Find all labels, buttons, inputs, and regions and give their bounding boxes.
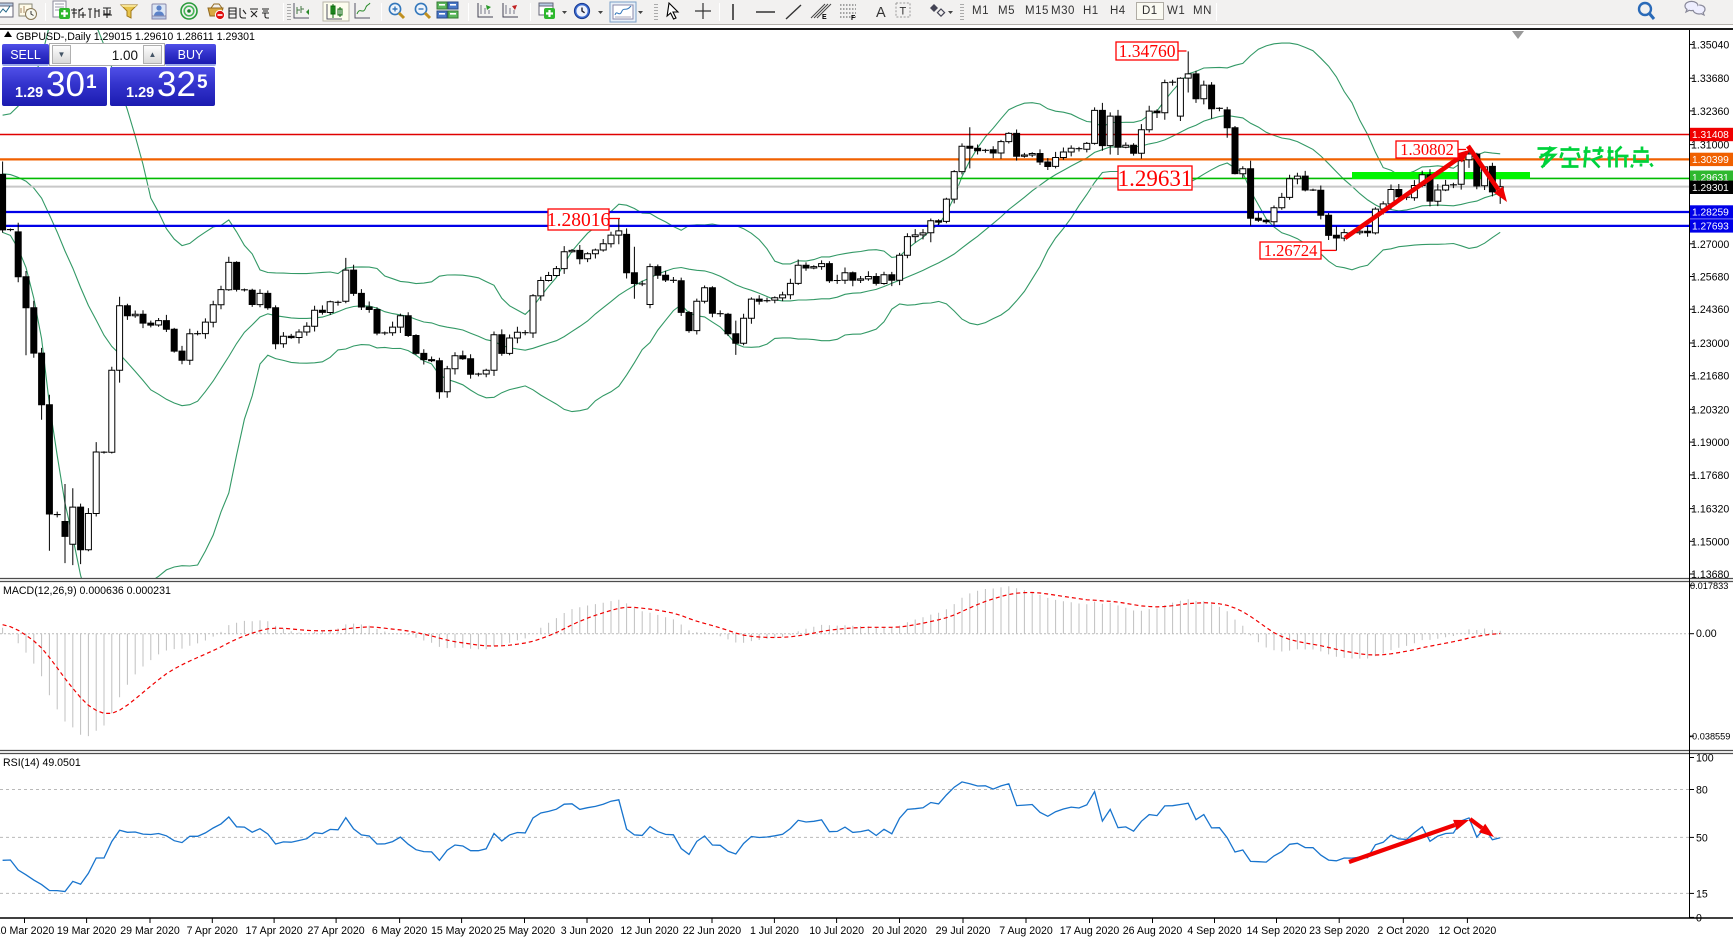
svg-text:1.33680: 1.33680 [1691,73,1729,85]
svg-text:1.21680: 1.21680 [1691,371,1729,383]
svg-text:T: T [900,6,907,18]
svg-text:1.25680: 1.25680 [1691,272,1729,284]
svg-text:F: F [851,15,856,22]
svg-text:1.29631: 1.29631 [1692,173,1729,184]
svg-text:14 Sep 2020: 14 Sep 2020 [1246,925,1306,937]
svg-text:1.35040: 1.35040 [1691,39,1729,51]
svg-text:29 Jul 2020: 29 Jul 2020 [936,925,991,937]
svg-text:1.13680: 1.13680 [1691,569,1729,581]
svg-text:7 Aug 2020: 7 Aug 2020 [999,925,1053,937]
svg-text:0: 0 [1696,912,1702,924]
svg-text:50: 50 [1696,832,1708,844]
svg-text:10 Mar 2020: 10 Mar 2020 [0,925,54,937]
svg-text:1.26724: 1.26724 [1264,241,1318,260]
svg-text:1.34760: 1.34760 [1119,41,1176,61]
svg-text:23 Sep 2020: 23 Sep 2020 [1309,925,1369,937]
svg-text:100: 100 [1696,753,1714,765]
svg-text:7 Apr 2020: 7 Apr 2020 [187,925,238,937]
svg-text:1.29631: 1.29631 [1118,166,1193,191]
svg-text:10 Jul 2020: 10 Jul 2020 [809,925,864,937]
svg-text:20 Jul 2020: 20 Jul 2020 [872,925,927,937]
svg-text:4 Sep 2020: 4 Sep 2020 [1187,925,1241,937]
svg-text:0.00: 0.00 [1696,628,1717,640]
svg-text:1.31000: 1.31000 [1691,140,1729,152]
svg-text:1.24360: 1.24360 [1691,304,1729,316]
svg-text:1.29301: 1.29301 [1692,183,1729,194]
svg-text:-0.038559: -0.038559 [1689,732,1730,742]
svg-text:1.16320: 1.16320 [1691,504,1729,516]
svg-text:RSI(14) 49.0501: RSI(14) 49.0501 [3,757,81,769]
svg-text:3 Jun 2020: 3 Jun 2020 [561,925,614,937]
svg-text:A: A [876,5,886,21]
svg-text:25 May 2020: 25 May 2020 [494,925,555,937]
svg-text:12 Oct 2020: 12 Oct 2020 [1439,925,1497,937]
svg-text:1.15000: 1.15000 [1691,536,1729,548]
svg-text:6 May 2020: 6 May 2020 [372,925,427,937]
svg-text:80: 80 [1696,785,1708,797]
svg-text:1.28259: 1.28259 [1692,208,1729,219]
svg-text:15 May 2020: 15 May 2020 [431,925,492,937]
svg-text:17 Aug 2020: 17 Aug 2020 [1060,925,1120,937]
svg-text:15: 15 [1696,888,1708,900]
svg-text:1.19000: 1.19000 [1691,437,1729,449]
svg-text:26 Aug 2020: 26 Aug 2020 [1123,925,1183,937]
svg-text:1.30399: 1.30399 [1692,155,1729,166]
svg-text:22 Jun 2020: 22 Jun 2020 [683,925,741,937]
svg-text:1.32360: 1.32360 [1691,106,1729,118]
svg-text:2 Oct 2020: 2 Oct 2020 [1377,925,1429,937]
svg-text:17 Apr 2020: 17 Apr 2020 [246,925,303,937]
svg-text:29 Mar 2020: 29 Mar 2020 [120,925,180,937]
svg-text:1 Jul 2020: 1 Jul 2020 [750,925,799,937]
svg-text:1.17680: 1.17680 [1691,470,1729,482]
svg-text:0.017833: 0.017833 [1690,581,1728,591]
svg-text:MACD(12,26,9) 0.000636 0.00023: MACD(12,26,9) 0.000636 0.000231 [3,585,171,597]
svg-text:1.31408: 1.31408 [1692,130,1729,141]
svg-text:1.23000: 1.23000 [1691,338,1729,350]
svg-text:1.28016: 1.28016 [547,210,611,231]
svg-text:1.30802: 1.30802 [1400,140,1454,159]
svg-text:GBPUSD-,Daily 1.29015 1.29610: GBPUSD-,Daily 1.29015 1.29610 1.28611 1.… [16,31,255,43]
svg-text:12 Jun 2020: 12 Jun 2020 [620,925,678,937]
svg-text:1.20320: 1.20320 [1691,404,1729,416]
svg-text:1.27693: 1.27693 [1692,222,1729,233]
svg-text:19 Mar 2020: 19 Mar 2020 [57,925,117,937]
svg-text:E: E [822,14,827,21]
svg-text:27 Apr 2020: 27 Apr 2020 [308,925,365,937]
svg-text:1.27000: 1.27000 [1691,239,1729,251]
